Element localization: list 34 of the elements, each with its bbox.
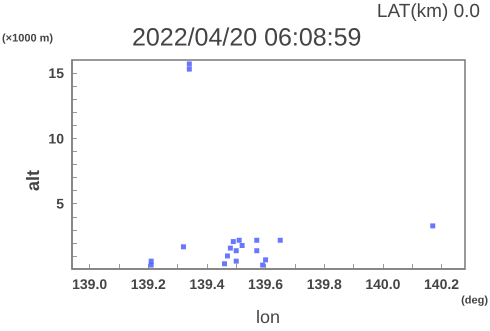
point <box>278 238 283 243</box>
text: (deg) <box>461 294 488 306</box>
x-tick-label: 139.0 <box>72 276 108 292</box>
point <box>148 258 154 264</box>
x-axis-title: lon <box>256 307 280 327</box>
x-tick-label: 140.2 <box>424 276 460 292</box>
point <box>260 262 266 268</box>
point <box>230 239 236 244</box>
x-tick-label: 139.8 <box>306 276 342 292</box>
point <box>254 238 260 243</box>
y-tick-label: 15 <box>48 65 64 82</box>
point <box>240 242 245 248</box>
x-tick-label: 139.2 <box>130 276 166 292</box>
point <box>234 258 239 264</box>
point <box>236 238 242 243</box>
y-axis-title: alt <box>23 170 43 192</box>
x-tick-label: 140.0 <box>365 276 401 292</box>
chart-title: 2022/04/20 06:08:59 <box>132 24 362 52</box>
point <box>186 66 192 72</box>
point <box>186 61 192 66</box>
point <box>430 223 436 228</box>
text: (×1000 m) <box>2 32 54 44</box>
point <box>263 257 268 262</box>
x-tick-label: 139.6 <box>248 276 284 292</box>
y-tick-label: 5 <box>56 196 64 212</box>
x-tick-label: 139.4 <box>189 276 225 292</box>
chart-subtitle: LAT(km) 0.0 <box>376 1 480 22</box>
point <box>234 248 239 254</box>
point <box>228 246 233 251</box>
point <box>254 248 260 254</box>
y-tick-label: 10 <box>48 130 64 146</box>
point <box>224 253 230 258</box>
point <box>180 244 186 250</box>
point <box>222 261 228 266</box>
